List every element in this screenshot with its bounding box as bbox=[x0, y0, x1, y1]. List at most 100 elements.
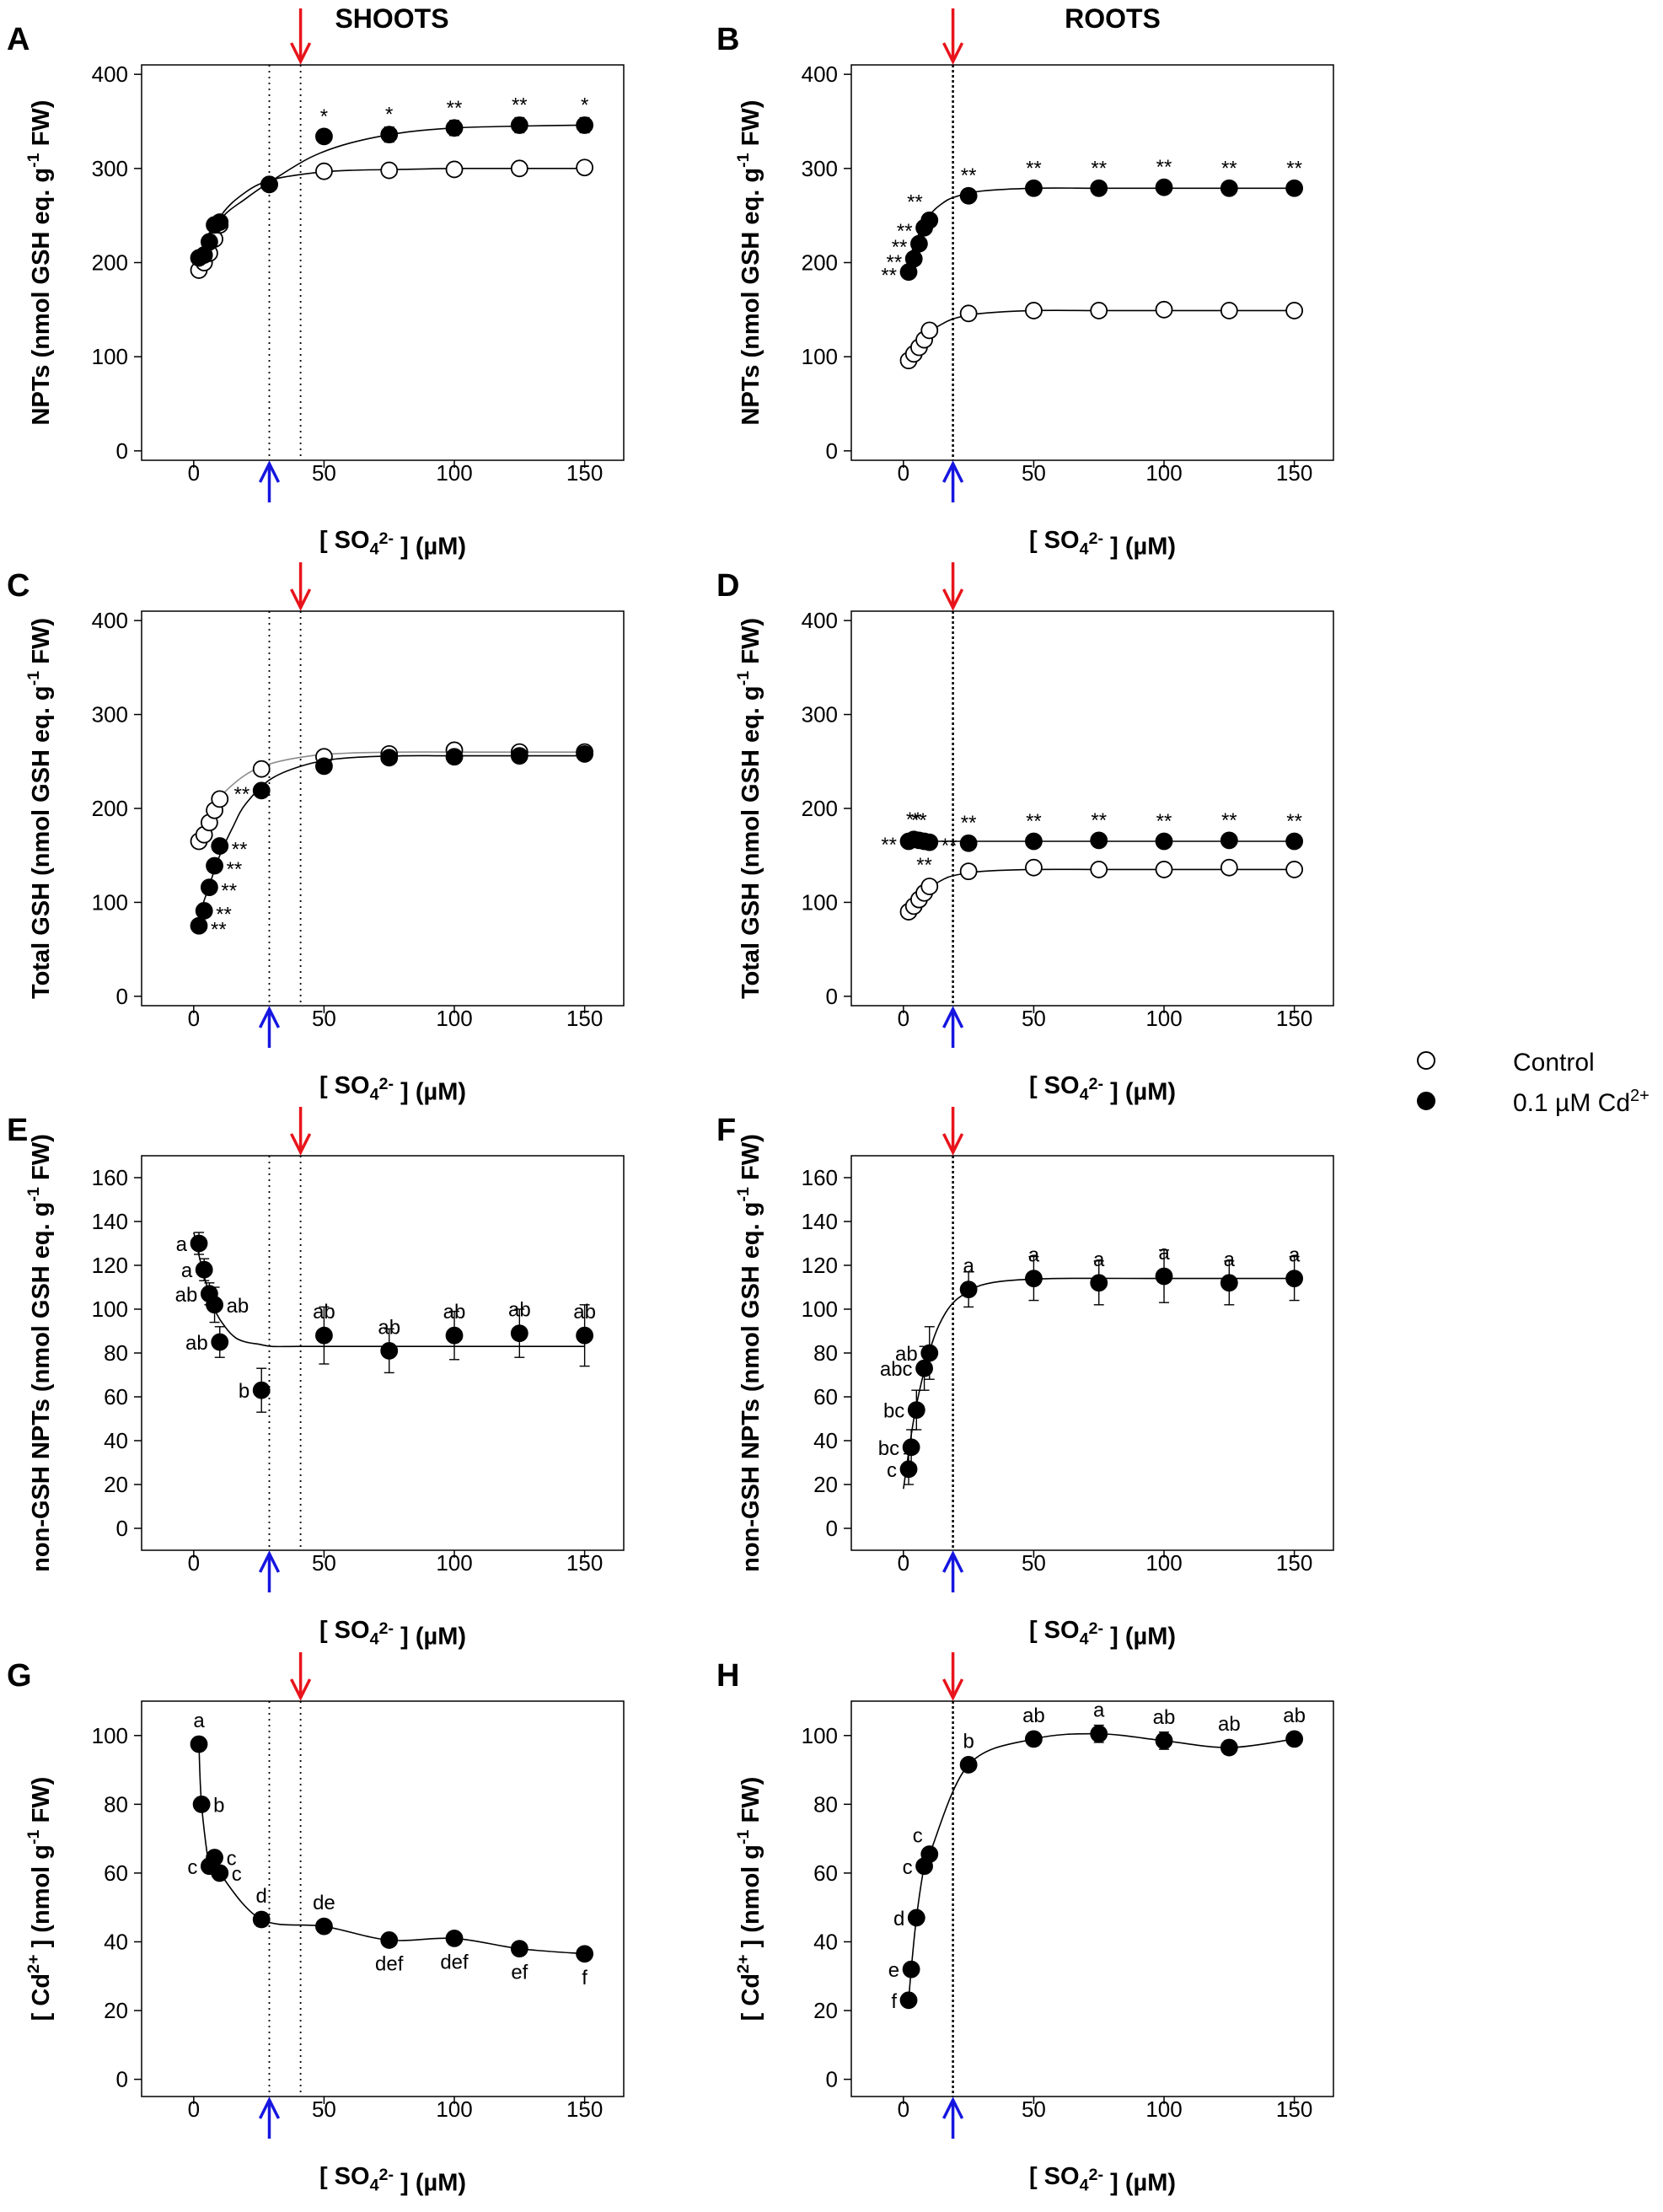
x-axis-label-part: ] (µM) bbox=[1103, 2169, 1176, 2196]
red-arrow-head bbox=[290, 1678, 312, 1701]
y-tick-label: 300 bbox=[92, 156, 128, 181]
data-point bbox=[206, 856, 223, 875]
annotation: ** bbox=[892, 236, 908, 259]
data-point bbox=[252, 1381, 271, 1399]
annotation: d bbox=[893, 1908, 904, 1930]
data-point bbox=[1090, 1274, 1108, 1292]
data-point bbox=[445, 1326, 464, 1345]
y-tick-label: 80 bbox=[813, 1791, 838, 1817]
data-point bbox=[909, 234, 928, 253]
data-point bbox=[1090, 179, 1108, 197]
blue-arrow-head bbox=[258, 1550, 281, 1573]
data-point bbox=[920, 833, 939, 851]
panel-letter: C bbox=[7, 568, 30, 604]
col-title-shoots: SHOOTS bbox=[335, 3, 448, 34]
x-tick-label: 50 bbox=[312, 1006, 336, 1031]
panel-letter: G bbox=[7, 1658, 32, 1694]
data-point bbox=[380, 1342, 399, 1360]
data-point bbox=[1090, 831, 1108, 850]
blue-arrow-head bbox=[258, 460, 281, 483]
x-axis-label: [ SO42- ] (µM) bbox=[1029, 527, 1176, 560]
annotation: ab bbox=[185, 1332, 208, 1355]
data-point bbox=[510, 1940, 528, 1958]
data-point bbox=[206, 1296, 223, 1314]
annotation: a bbox=[1093, 1699, 1105, 1722]
red-arrow-head bbox=[290, 1133, 312, 1156]
data-point bbox=[380, 1931, 399, 1949]
y-axis-label-part: Cd bbox=[738, 1973, 764, 2006]
annotation: ** bbox=[1091, 157, 1107, 180]
data-point bbox=[211, 837, 229, 855]
data-point bbox=[576, 1326, 594, 1345]
x-tick-label: 150 bbox=[1276, 2097, 1312, 2122]
x-axis-label-part: SO bbox=[1044, 1617, 1080, 1644]
y-axis-label-part: -1 bbox=[24, 153, 43, 168]
data-point bbox=[920, 878, 939, 895]
y-tick-label: 20 bbox=[813, 1472, 838, 1497]
y-axis-label-part: g bbox=[28, 1202, 55, 1217]
y-axis-label-part: 2+ bbox=[734, 1954, 753, 1973]
data-point bbox=[510, 1324, 528, 1342]
annotation: a bbox=[1093, 1248, 1105, 1271]
data-point bbox=[1285, 179, 1304, 197]
x-tick-label: 100 bbox=[436, 460, 472, 486]
x-tick-label: 150 bbox=[1276, 460, 1312, 486]
annotation: ** bbox=[1156, 156, 1172, 179]
y-axis-label-part: NPTs (nmol GSH eq. bbox=[28, 183, 55, 426]
blue-arrow-head bbox=[942, 1550, 964, 1573]
y-tick-label: 20 bbox=[104, 1998, 128, 2023]
fit-curve bbox=[903, 1277, 1295, 1490]
x-axis-label-part: 4 bbox=[1080, 1085, 1089, 1103]
y-tick-label: 100 bbox=[802, 1297, 838, 1322]
annotation: a bbox=[1028, 1244, 1040, 1267]
annotation: d bbox=[256, 1885, 267, 1908]
y-tick-label: 20 bbox=[813, 1998, 838, 2023]
x-axis-label-part: ] (µM) bbox=[1103, 533, 1176, 560]
data-point bbox=[1025, 1270, 1043, 1287]
data-point bbox=[380, 161, 399, 180]
y-axis-label-part: -1 bbox=[734, 1187, 753, 1202]
annotation: ** bbox=[1091, 809, 1107, 832]
x-axis-label-part: 4 bbox=[370, 1629, 379, 1648]
annotation: f bbox=[582, 1967, 587, 1989]
y-tick-label: 0 bbox=[826, 2067, 838, 2092]
x-axis-label-part: SO bbox=[1044, 1072, 1080, 1099]
data-point bbox=[1090, 1725, 1108, 1743]
x-tick-label: 0 bbox=[188, 1006, 200, 1031]
y-axis-label-part: [ bbox=[738, 2006, 764, 2021]
y-tick-label: 0 bbox=[116, 438, 128, 464]
x-axis-label-part: 4 bbox=[370, 2176, 379, 2194]
data-point bbox=[1155, 861, 1173, 878]
annotation: def bbox=[375, 1952, 404, 1975]
x-tick-label: 100 bbox=[436, 1006, 472, 1031]
y-tick-label: 60 bbox=[813, 1860, 838, 1886]
data-point bbox=[195, 1260, 213, 1279]
y-tick-label: 60 bbox=[104, 1384, 128, 1409]
annotation: c bbox=[187, 1856, 197, 1879]
y-axis-label-part: FW) bbox=[28, 618, 55, 671]
y-tick-label: 100 bbox=[802, 344, 838, 369]
data-point bbox=[211, 790, 229, 808]
annotation: ** bbox=[906, 808, 922, 831]
data-point bbox=[200, 878, 218, 896]
data-point bbox=[959, 304, 978, 323]
annotation: b bbox=[213, 1794, 224, 1817]
annotation: ab bbox=[175, 1284, 198, 1307]
y-tick-label: 120 bbox=[92, 1253, 128, 1278]
x-axis-label-part: SO bbox=[1044, 2163, 1080, 2190]
x-tick-label: 0 bbox=[898, 1006, 909, 1031]
data-point bbox=[959, 1280, 978, 1298]
data-point bbox=[190, 916, 208, 935]
y-axis-label-part: [ bbox=[28, 2006, 55, 2021]
y-tick-label: 60 bbox=[104, 1860, 128, 1886]
annotation: ** bbox=[907, 191, 923, 213]
data-point bbox=[576, 1945, 594, 1963]
x-axis-label: [ SO42- ] (µM) bbox=[319, 2163, 466, 2196]
x-axis-label: [ SO42- ] (µM) bbox=[319, 527, 466, 560]
red-arrow-head bbox=[942, 1133, 964, 1156]
data-point bbox=[445, 119, 464, 137]
x-axis-label: [ SO42- ] (µM) bbox=[1029, 1617, 1176, 1650]
data-point bbox=[899, 1991, 918, 2010]
y-axis-label-part: g bbox=[738, 1844, 764, 1860]
x-tick-label: 50 bbox=[312, 460, 336, 486]
